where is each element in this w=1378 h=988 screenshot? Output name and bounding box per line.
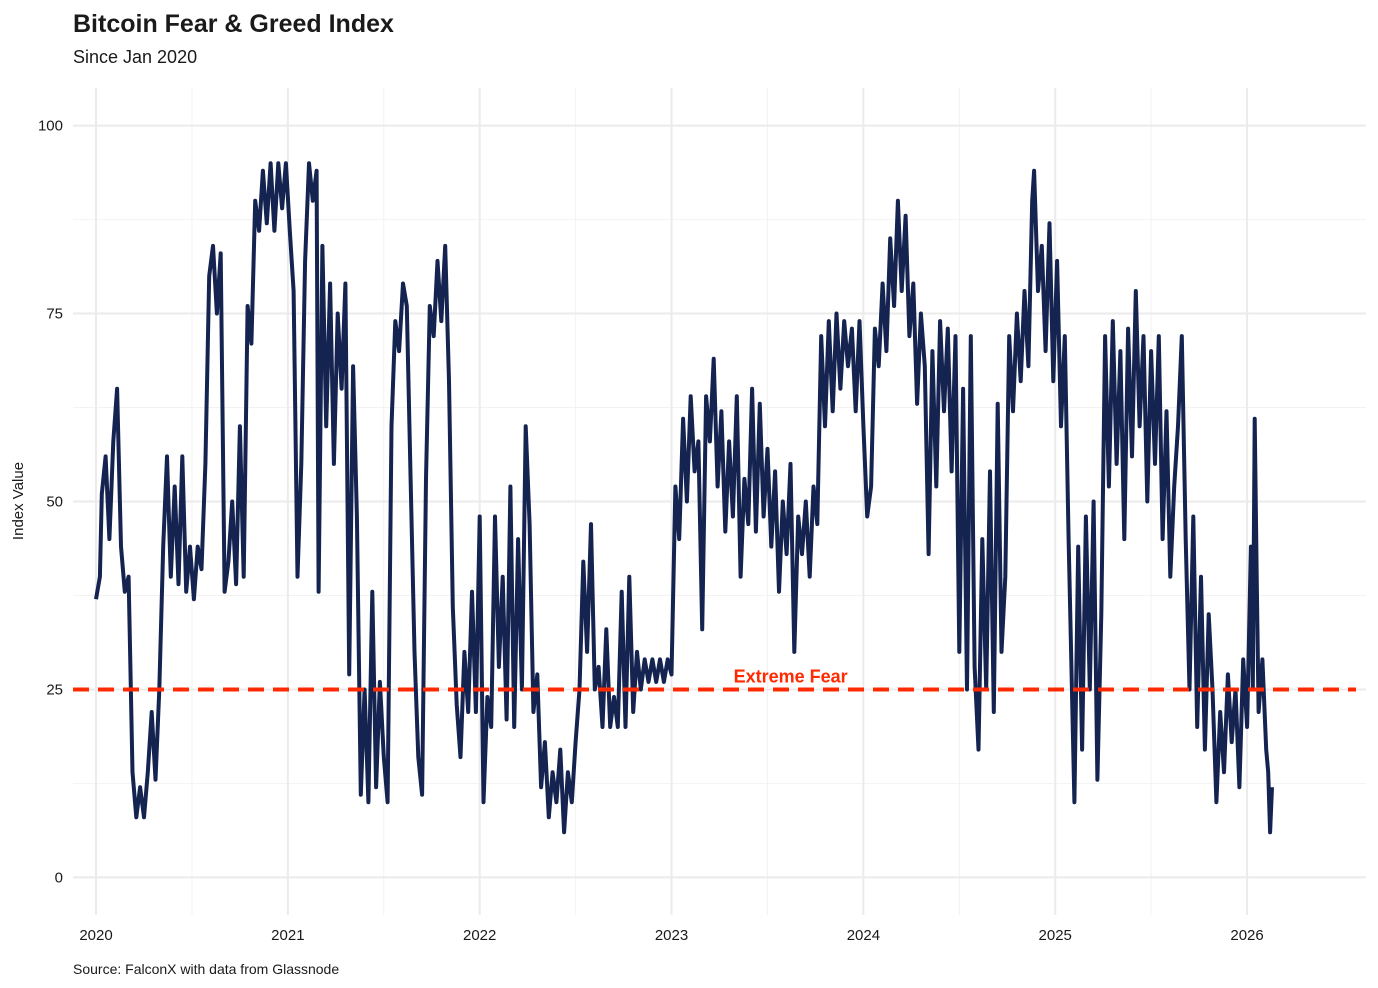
- x-tick-label: 2024: [847, 927, 880, 944]
- y-tick-label: 25: [46, 681, 63, 698]
- reference-label: Extreme Fear: [734, 666, 848, 686]
- y-tick-label: 0: [55, 869, 63, 886]
- chart-subtitle: Since Jan 2020: [73, 47, 197, 67]
- x-tick-label: 2021: [271, 927, 304, 944]
- x-tick-label: 2023: [655, 927, 688, 944]
- x-tick-label: 2025: [1039, 927, 1072, 944]
- x-tick-label: 2022: [463, 927, 496, 944]
- chart-title: Bitcoin Fear & Greed Index: [73, 10, 394, 38]
- y-tick-label: 100: [38, 118, 63, 135]
- y-tick-label: 50: [46, 494, 63, 511]
- plot: Extreme Fear: [73, 161, 1356, 835]
- y-tick-label: 75: [46, 306, 63, 323]
- x-tick-label: 2026: [1230, 927, 1263, 944]
- caption: Source: FalconX with data from Glassnode: [73, 961, 339, 977]
- x-tick-label: 2020: [79, 927, 112, 944]
- y-axis-title: Index Value: [10, 462, 27, 540]
- series-line: [94, 161, 1274, 835]
